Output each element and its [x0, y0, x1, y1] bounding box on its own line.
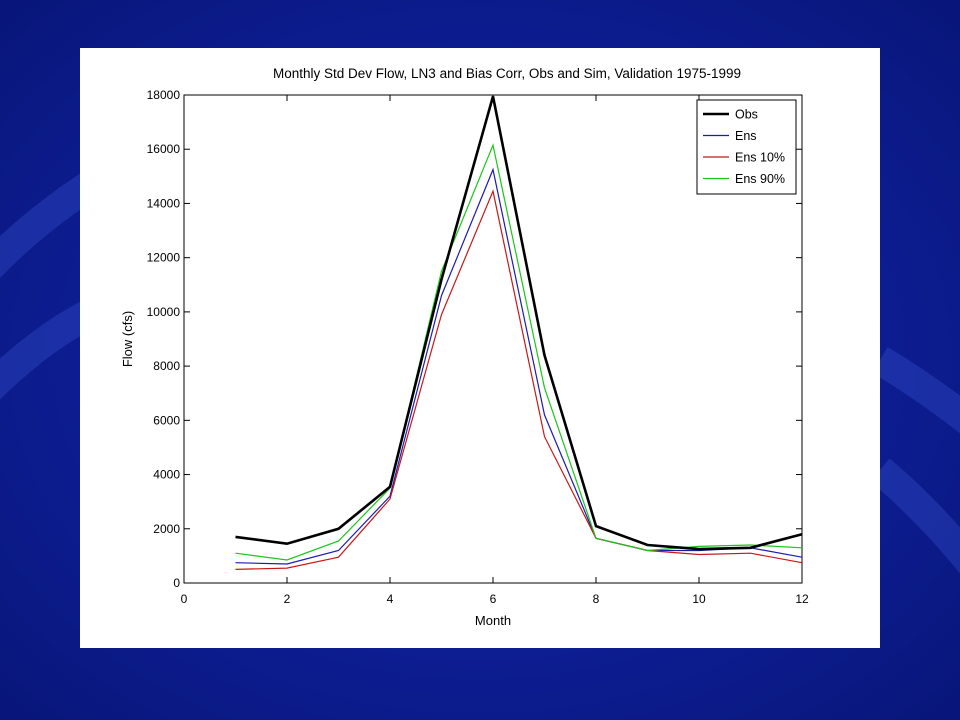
y-tick-label: 10000	[147, 305, 181, 319]
legend: Obs Ens Ens 10% Ens 90%	[696, 99, 797, 195]
legend-label: Ens	[735, 129, 757, 143]
series-line-ens-10	[235, 189, 803, 570]
y-axis-label: Flow (cfs)	[120, 311, 135, 367]
legend-label: Obs	[735, 108, 758, 122]
y-tick-label: 4000	[153, 468, 180, 482]
y-tick-label: 0	[173, 576, 180, 590]
x-tick-label: 6	[490, 592, 497, 606]
x-axis-ticks: 0 2 4 6 8 10 12	[181, 95, 809, 606]
figure-panel: Monthly Std Dev Flow, LN3 and Bias Corr,…	[80, 48, 880, 648]
chart: Monthly Std Dev Flow, LN3 and Bias Corr,…	[120, 66, 809, 628]
y-tick-label: 14000	[147, 196, 181, 210]
y-tick-label: 2000	[153, 522, 180, 536]
x-tick-label: 8	[593, 592, 600, 606]
x-axis-label: Month	[475, 613, 511, 628]
y-tick-label: 6000	[153, 413, 180, 427]
y-tick-label: 18000	[147, 88, 181, 102]
legend-label: Ens 90%	[735, 172, 785, 186]
series-lines	[235, 96, 803, 570]
series-line-ens-90	[235, 143, 803, 561]
chart-title: Monthly Std Dev Flow, LN3 and Bias Corr,…	[273, 66, 741, 81]
series-line-obs	[235, 96, 803, 551]
x-tick-label: 10	[692, 592, 706, 606]
x-tick-label: 0	[181, 592, 188, 606]
y-tick-label: 16000	[147, 142, 181, 156]
y-tick-label: 8000	[153, 359, 180, 373]
y-tick-label: 12000	[147, 251, 181, 265]
x-tick-label: 4	[387, 592, 394, 606]
y-axis-ticks: 0 2000 4000 6000 8000 10000 12000 14000 16000 180…	[147, 88, 802, 590]
x-tick-label: 12	[795, 592, 809, 606]
x-tick-label: 2	[284, 592, 291, 606]
legend-label: Ens 10%	[735, 151, 785, 165]
